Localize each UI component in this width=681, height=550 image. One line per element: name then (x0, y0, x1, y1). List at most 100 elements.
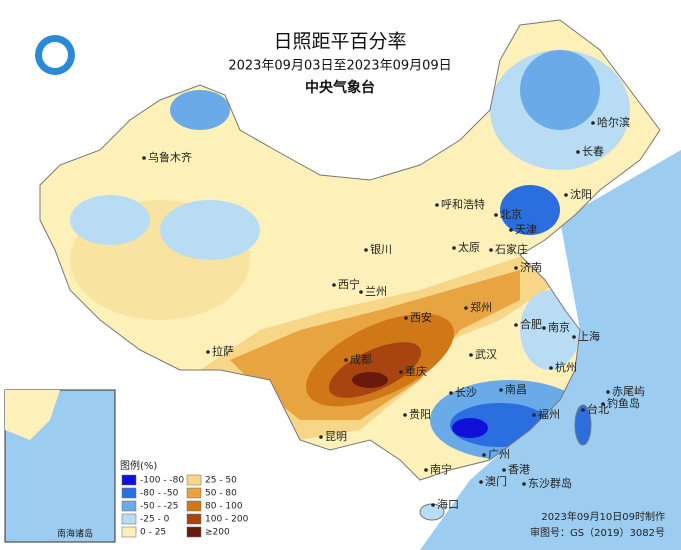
city-dot (479, 480, 483, 484)
city-dot (514, 323, 518, 327)
city-dot (576, 150, 580, 154)
city-dot (514, 266, 518, 270)
city-label: 台北 (587, 402, 609, 416)
period: 2023年09月03日至2023年09月09日 (228, 59, 451, 74)
city-label: 兰州 (365, 285, 387, 298)
city-dot (591, 121, 595, 125)
city-label: 海口 (437, 497, 459, 511)
city-label: 香港 (508, 463, 530, 476)
legend-swatch (186, 526, 202, 538)
city-dot (572, 335, 576, 339)
legend-swatch (186, 500, 202, 512)
title: 日照距平百分率 (273, 31, 406, 53)
city-label: 东沙群岛 (528, 476, 572, 490)
sea (420, 150, 681, 550)
city-dot (359, 290, 363, 294)
city-label: 乌鲁木齐 (148, 150, 192, 164)
city-label: 哈尔滨 (597, 115, 630, 129)
city-label: 银川 (370, 242, 392, 256)
city-label: 杭州 (555, 360, 577, 374)
legend-label: 50 - 80 (205, 489, 237, 499)
city-dot (549, 366, 553, 370)
legend-label: ≥200 (205, 528, 230, 538)
city-dot (499, 388, 503, 392)
city-label: 澳门 (485, 474, 507, 488)
city-dot (404, 316, 408, 320)
city-dot (332, 283, 336, 287)
city-dot (542, 326, 546, 330)
legend-swatch (121, 474, 137, 486)
city-label: 太原 (458, 241, 480, 254)
city-dot (431, 503, 435, 507)
city-label: 呼和浩特 (441, 197, 485, 211)
city-dot (482, 453, 486, 457)
city-label: 武汉 (475, 348, 497, 361)
legend-label: 100 - 200 (205, 515, 249, 525)
legend-label: -80 - -50 (140, 489, 179, 499)
city-label: 石家庄 (495, 242, 528, 256)
legend-label: -100 - -80 (140, 476, 184, 486)
city-label: 上海 (578, 329, 600, 343)
city-dot (449, 391, 453, 395)
city-label: 福州 (538, 407, 560, 421)
city-label: 拉萨 (212, 344, 234, 358)
legend-title: 图例(%) (120, 459, 157, 472)
legend-label: 0 - 25 (140, 528, 166, 538)
city-dot (502, 468, 506, 472)
city-dot (522, 482, 526, 486)
city-label: 郑州 (470, 300, 492, 314)
legend-label: -50 - -25 (140, 502, 178, 512)
legend-label: -25 - 0 (140, 515, 170, 525)
city-label: 长春 (582, 145, 604, 158)
city-dot (509, 228, 513, 232)
city-dot (399, 370, 403, 374)
city-label: 北京 (500, 207, 522, 221)
city-dot (206, 350, 210, 354)
legend-swatch (121, 513, 137, 525)
city-label: 合肥 (520, 317, 542, 331)
footer-approval: 审图号：GS（2019）3082号 (530, 526, 665, 539)
city-dot (601, 402, 605, 406)
city-label: 钓鱼岛 (607, 396, 640, 410)
city-dot (532, 413, 536, 417)
legend-swatch (121, 500, 137, 512)
legend-swatch (186, 513, 202, 525)
city-label: 西安 (410, 310, 432, 324)
city-dot (344, 358, 348, 362)
legend-label: 80 - 100 (205, 502, 243, 512)
border (39, 19, 661, 481)
city-dot (469, 353, 473, 357)
city-dot (581, 408, 585, 412)
city-label: 长沙 (455, 386, 477, 399)
city-dot (452, 246, 456, 250)
agency: 中央气象台 (305, 79, 375, 96)
city-dot (564, 193, 568, 197)
city-label: 西宁 (338, 277, 360, 291)
inset-label: 南海诸岛 (57, 528, 93, 540)
city-label: 成都 (350, 353, 372, 366)
city-label: 南京 (548, 320, 570, 334)
legend-swatch (121, 526, 137, 538)
city-dot (435, 203, 439, 207)
city-label: 济南 (520, 260, 542, 274)
city-label: 广州 (488, 448, 510, 461)
city-dot (424, 468, 428, 472)
inset: 南海诸岛 (4, 389, 116, 543)
taiwan (574, 404, 592, 446)
city-label: 赤尾屿 (612, 385, 645, 398)
city-dot (403, 413, 407, 417)
city-label: 沈阳 (570, 187, 592, 201)
city-label: 重庆 (405, 364, 427, 378)
city-label: 贵阳 (409, 408, 431, 421)
city-dot (319, 435, 323, 439)
city-dot (364, 248, 368, 252)
logo-inner (42, 42, 68, 68)
city-dot (142, 156, 146, 160)
city-dot (489, 248, 493, 252)
city-dot (494, 213, 498, 217)
legend: 图例(%) -100 - -80 -80 - -50 -50 - -25 -25 - … (120, 459, 249, 538)
city-label: 南昌 (505, 383, 527, 396)
city-dot (606, 390, 610, 394)
legend-swatch (186, 487, 202, 499)
